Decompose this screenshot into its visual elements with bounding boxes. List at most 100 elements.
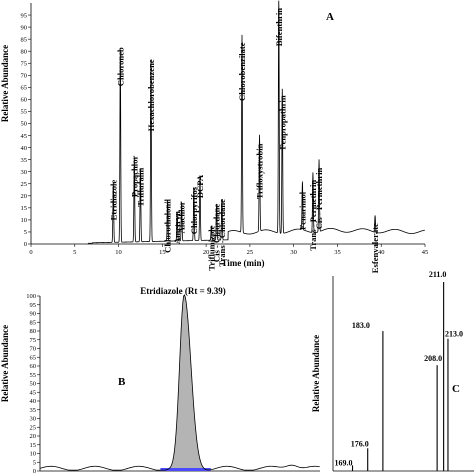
panel-b-extracted-ion-chromatogram: 0510152025303540455055606570758085909510… [0, 286, 320, 474]
panel-a-y-tick-label: 75 [21, 60, 28, 67]
peak-label-cis-permethrin: Cis - Permethrin [314, 167, 324, 229]
panel-a-y-tick-label: 80 [21, 48, 28, 55]
panel-b-y-tick-label: 5 [33, 459, 36, 466]
panel-a-x-tick-label: 20 [203, 249, 210, 256]
panel-b-y-tick-label: 60 [30, 363, 37, 370]
panel-b-y-tick-label: 20 [30, 433, 37, 440]
peak-label-ametryn: Ametryn [172, 211, 182, 244]
panel-b-y-axis-title: Relative Abundance [0, 325, 10, 402]
peak-label-fenpropathrin: Fenpropathrin [277, 95, 287, 149]
panel-a-peak-labels: Etridiazole Chloroneb PropachlorTriflurali… [108, 8, 380, 273]
panel-b-y-tick-label: 30 [30, 416, 37, 423]
panel-a-y-tick-label: 35 [21, 157, 28, 164]
panel-b-y-tick-label: 35 [30, 407, 37, 414]
panel-c-y-axis-title: Relative Abundance [311, 335, 321, 412]
panel-b-title: Etridiazole (Rt = 9.39) [140, 286, 226, 296]
panel-a-y-tick-label: 95 [21, 12, 28, 19]
panel-a-y-tick-label: 5 [24, 229, 27, 236]
panel-a-x-tick-label: 35 [334, 249, 341, 256]
ion-label-208: 208.0 [424, 354, 442, 363]
panel-b-y-tick-label: 45 [30, 389, 37, 396]
peak-label-bifenthrin: Bifenthrin [274, 8, 284, 46]
peak-label-cis-chlordane: Cis - Chlordane [212, 204, 222, 262]
panel-a-y-tick-label: 70 [21, 73, 28, 80]
panel-b-y-tick-label: 10 [30, 451, 37, 458]
panel-a-y-tick-label: 30 [21, 169, 28, 176]
panel-a-y-tick-label: 60 [21, 97, 28, 104]
panel-a-y-tick-label: 10 [21, 217, 28, 224]
panel-b-y-tick-label: 0 [33, 468, 36, 474]
panel-b-y-tick-label: 95 [30, 302, 37, 309]
panel-b-y-ticks: 0510152025303540455055606570758085909510… [26, 293, 40, 474]
panel-a-x-ticks: 0 5 10 15 20 25 30 35 40 45 [29, 244, 428, 256]
panel-a-y-tick-label: 20 [21, 193, 28, 200]
peak-label-etridiazole: Etridiazole [108, 180, 118, 221]
panel-a-chromatogram-trace [87, 0, 425, 244]
panel-b-peak-area [163, 294, 208, 471]
panel-a-y-ticks: 0 5 10 15 20 25 30 35 40 45 50 55 60 65 70 75 80 85 90 95 [21, 12, 31, 248]
panel-a-y-tick-label: 65 [21, 85, 28, 92]
peak-label-chloroneb: Chloroneb [115, 47, 125, 86]
panel-b-y-tick-label: 65 [30, 354, 37, 361]
panel-a-x-tick-label: 5 [73, 249, 76, 256]
panel-c-letter: C [452, 383, 460, 395]
peak-label-fenarimol: Fenarimol [297, 191, 307, 230]
panel-a-x-tick-label: 0 [29, 249, 32, 256]
panel-a-x-tick-label: 10 [115, 249, 122, 256]
panel-a-y-tick-label: 15 [21, 205, 28, 212]
panel-b-y-tick-label: 55 [30, 372, 37, 379]
panel-b-y-tick-label: 50 [30, 381, 37, 388]
panel-b-y-tick-label: 15 [30, 442, 37, 449]
peak-label-trifloxystrobin: Trifloxystrobin [255, 143, 265, 199]
panel-a-y-axis-title: Relative Abundance [0, 45, 10, 122]
panel-b-y-tick-label: 75 [30, 337, 37, 344]
ion-label-183: 183.0 [352, 321, 370, 330]
panel-a-x-tick-label: 15 [159, 249, 166, 256]
panel-a-x-tick-label: 30 [290, 249, 297, 256]
panel-a-y-tick-label: 90 [21, 24, 28, 31]
panel-a-x-tick-label: 25 [247, 249, 254, 256]
panel-a-y-tick-label: 45 [21, 133, 28, 140]
peak-label-propachlor: Propachlor [129, 156, 139, 198]
panel-a-y-tick-label: 25 [21, 181, 28, 188]
panel-b-y-tick-label: 100 [26, 293, 36, 300]
panel-b-y-tick-label: 40 [30, 398, 37, 405]
panel-a-y-tick-label: 40 [21, 145, 28, 152]
panel-a-y-tick-label: 55 [21, 109, 28, 116]
peak-label-alachlor: Alachlor [177, 201, 187, 233]
panel-a-y-tick-label: 50 [21, 121, 28, 128]
ion-label-211: 211.0 [429, 270, 447, 279]
peak-label-dcpa: DCPA [195, 174, 205, 198]
panel-b-y-tick-label: 90 [30, 311, 37, 318]
peak-label-trans-chlordane: Trans - Chlordane [217, 199, 227, 267]
peak-label-hexachlorobenzene: Hexachlorobenzene [146, 59, 156, 131]
panel-a-x-tick-label: 45 [422, 249, 429, 256]
panel-a-y-tick-label: 85 [21, 36, 28, 43]
panel-b-trace [39, 294, 320, 471]
panel-b-y-tick-label: 25 [30, 424, 37, 431]
peak-label-chlorobenzilate: Chlorobenzilate [237, 42, 247, 101]
panel-a-letter: A [326, 11, 334, 23]
peak-label-trifluralin: Trifluralin [135, 167, 145, 206]
panel-c-ion-labels: 169.0 176.0 183.0 208.0 211.0 213.0 [335, 270, 464, 467]
ion-label-213: 213.0 [445, 330, 463, 339]
ion-label-169: 169.0 [335, 458, 353, 467]
peak-label-triflumizole: Triflumizole [206, 225, 216, 270]
panel-a-x-tick-label: 40 [378, 249, 385, 256]
panel-b-y-tick-label: 80 [30, 328, 37, 335]
peak-label-trans-permethrin: Trans - Permethrin [308, 180, 318, 251]
panel-b-letter: B [118, 376, 126, 388]
panel-c-ion-bars [351, 282, 449, 471]
peak-label-chlorpyrifos: Chlorpyrifos [189, 186, 199, 234]
peak-label-chlorothalonil: Chlorothalonil [163, 198, 173, 252]
panel-b-baseline-area [160, 468, 211, 471]
ion-label-176: 176.0 [351, 439, 369, 448]
panel-b-y-tick-label: 70 [30, 346, 37, 353]
panel-c-mass-spectrum: 169.0 176.0 183.0 208.0 211.0 213.0 Relative … [311, 270, 474, 472]
panel-a-x-axis-title: Time (min) [221, 258, 264, 268]
peak-label-esfenvalerate: Esfenvalerate [370, 223, 380, 273]
panel-a-y-tick-label: 0 [24, 241, 27, 248]
panel-b-y-tick-label: 85 [30, 319, 37, 326]
